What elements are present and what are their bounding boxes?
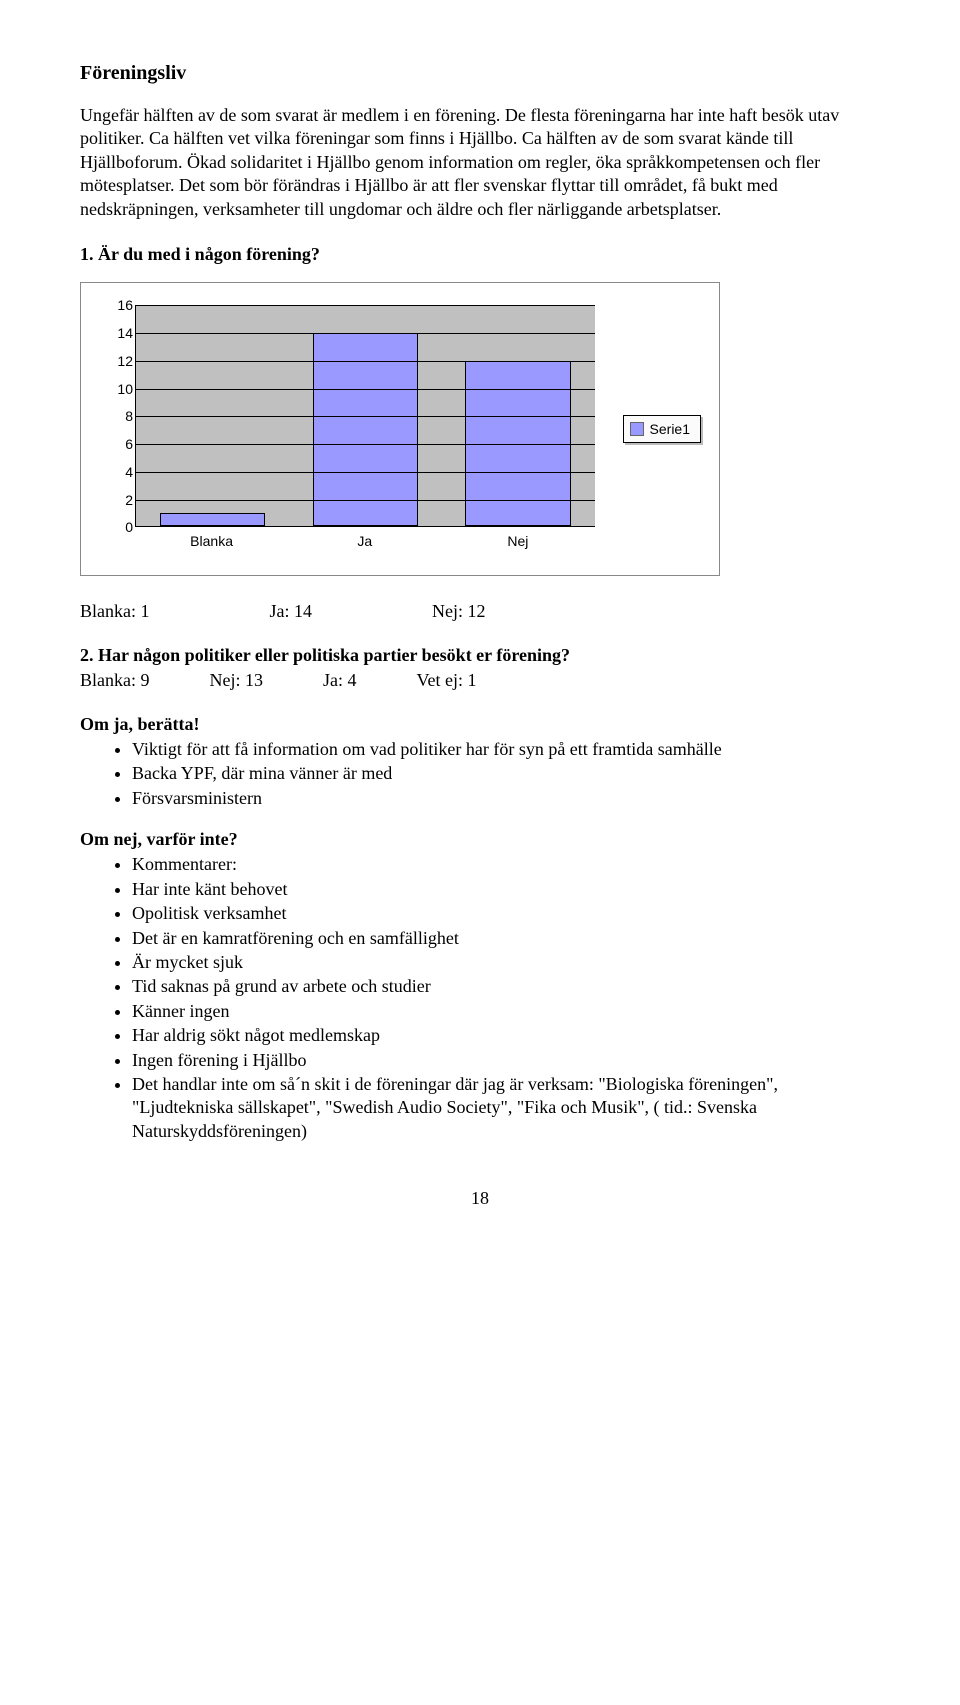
list-item: Opolitisk verksamhet <box>132 902 880 925</box>
y-tick-label: 16 <box>99 296 133 314</box>
omja-list: Viktigt för att få information om vad po… <box>80 738 880 810</box>
legend-swatch <box>630 422 644 436</box>
list-item: Ingen förening i Hjällbo <box>132 1049 880 1072</box>
q1-stat: Nej: 12 <box>432 600 486 623</box>
y-tick-label: 10 <box>99 380 133 398</box>
q1-stat: Blanka: 1 <box>80 600 150 623</box>
list-item: Tid saknas på grund av arbete och studie… <box>132 975 880 998</box>
q2-stat: Blanka: 9 <box>80 669 150 692</box>
omnej-heading: Om nej, varför inte? <box>80 828 880 851</box>
list-item: Backa YPF, där mina vänner är med <box>132 762 880 785</box>
list-item: Känner ingen <box>132 1000 880 1023</box>
x-tick-label: Blanka <box>159 532 265 550</box>
y-tick-label: 14 <box>99 324 133 342</box>
list-item: Kommentarer: <box>132 853 880 876</box>
page-number: 18 <box>80 1187 880 1210</box>
legend-label: Serie1 <box>650 420 690 438</box>
gridline <box>136 361 595 362</box>
q1-heading: 1. Är du med i någon förening? <box>80 243 880 266</box>
q2-stat: Ja: 4 <box>323 669 357 692</box>
chart-legend: Serie1 <box>623 415 701 443</box>
list-item: Har inte känt behovet <box>132 878 880 901</box>
q1-stats-row: Blanka: 1 Ja: 14 Nej: 12 <box>80 600 880 623</box>
y-tick-label: 4 <box>99 463 133 481</box>
omnej-list: Kommentarer:Har inte känt behovetOpoliti… <box>80 853 880 1143</box>
x-tick-label: Nej <box>465 532 571 550</box>
list-item: Försvarsministern <box>132 787 880 810</box>
q1-chart: 0246810121416 BlankaJaNej <box>99 305 595 553</box>
intro-paragraph: Ungefär hälften av de som svarat är medl… <box>80 104 880 221</box>
gridline <box>136 500 595 501</box>
y-tick-label: 8 <box>99 407 133 425</box>
y-tick-label: 2 <box>99 491 133 509</box>
list-item: Är mycket sjuk <box>132 951 880 974</box>
q2-stats-row: Blanka: 9 Nej: 13 Ja: 4 Vet ej: 1 <box>80 669 880 692</box>
x-tick-label: Ja <box>312 532 418 550</box>
y-tick-label: 12 <box>99 352 133 370</box>
x-axis-labels: Blanka Ja Nej <box>135 529 595 553</box>
bar <box>160 513 265 527</box>
gridline <box>136 389 595 390</box>
gridline <box>136 416 595 417</box>
list-item: Har aldrig sökt något medlemskap <box>132 1024 880 1047</box>
y-tick-label: 0 <box>99 518 133 536</box>
q2-stat: Vet ej: 1 <box>417 669 477 692</box>
q2-heading: 2. Har någon politiker eller politiska p… <box>80 644 880 667</box>
gridline <box>136 333 595 334</box>
section-title: Föreningsliv <box>80 60 880 86</box>
gridline <box>136 305 595 306</box>
gridline <box>136 444 595 445</box>
q2-stat: Nej: 13 <box>210 669 264 692</box>
q1-stat: Ja: 14 <box>270 600 313 623</box>
list-item: Viktigt för att få information om vad po… <box>132 738 880 761</box>
gridline <box>136 472 595 473</box>
list-item: Det handlar inte om så´n skit i de fören… <box>132 1073 880 1143</box>
y-tick-label: 6 <box>99 435 133 453</box>
q1-chart-container: 0 2 4 6 8 10 12 14 16 Blanka Ja Nej Serie1 <box>80 282 720 576</box>
omja-heading: Om ja, berätta! <box>80 713 880 736</box>
q2-block: 2. Har någon politiker eller politiska p… <box>80 644 880 693</box>
bar <box>313 333 418 526</box>
list-item: Det är en kamratförening och en samfälli… <box>132 927 880 950</box>
plot-area <box>135 305 595 527</box>
